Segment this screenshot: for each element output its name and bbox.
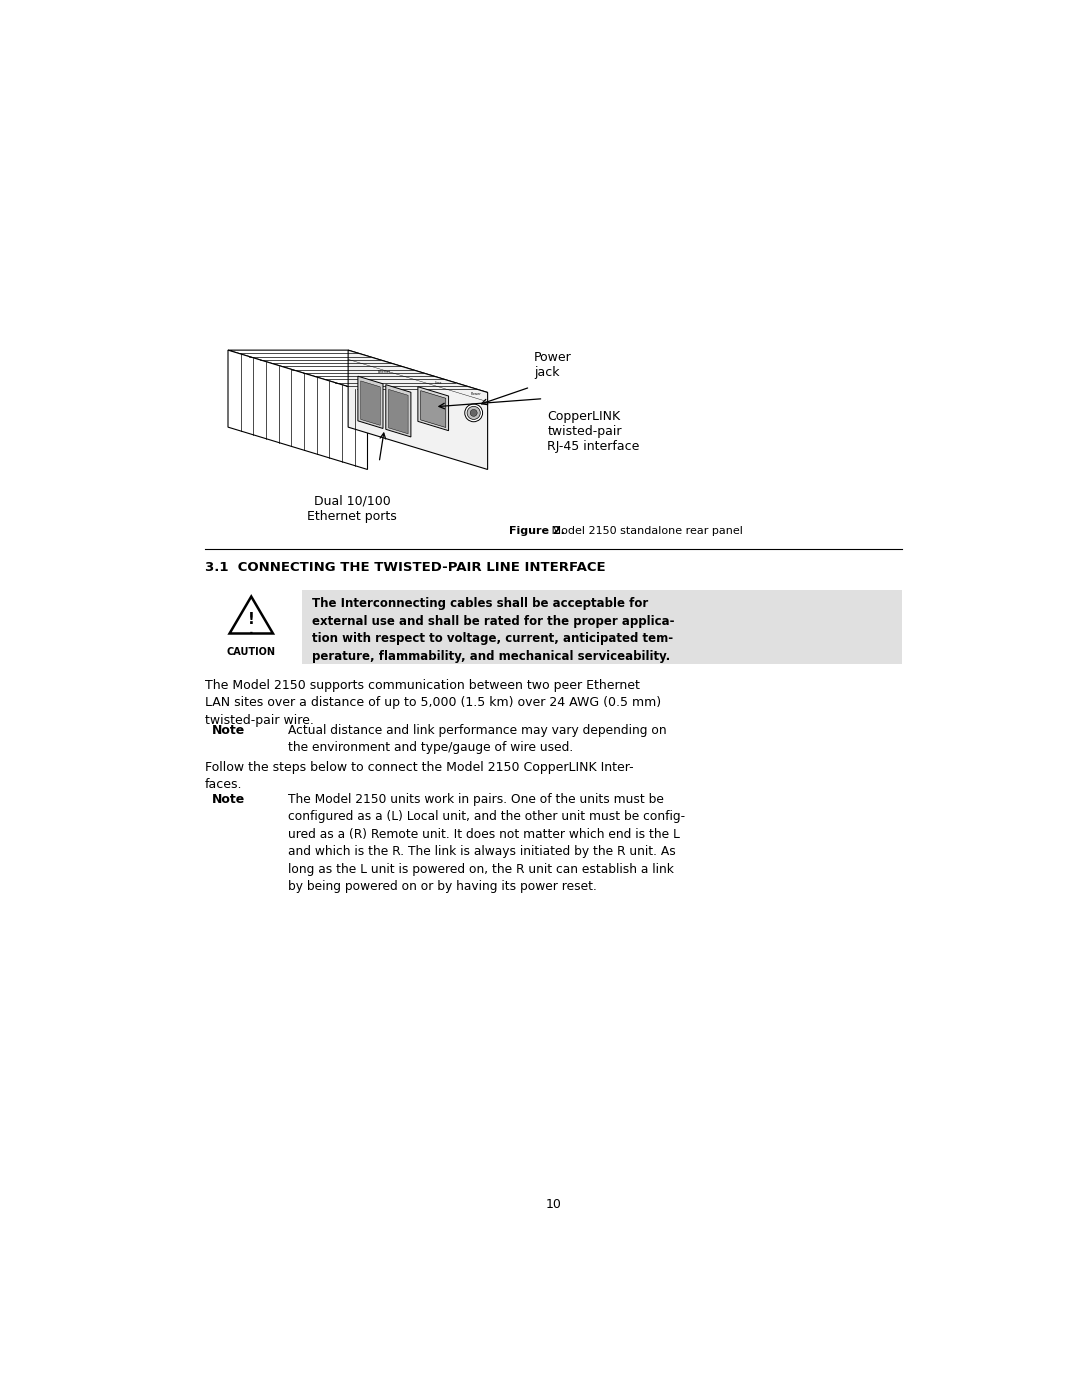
Text: CopperLINK
twisted-pair
RJ-45 interface: CopperLINK twisted-pair RJ-45 interface <box>548 411 639 453</box>
Text: !: ! <box>247 612 255 627</box>
Text: Power
jack: Power jack <box>535 352 572 380</box>
Text: Ethernet: Ethernet <box>378 370 391 373</box>
Text: Figure 2.: Figure 2. <box>510 525 565 535</box>
Polygon shape <box>389 390 408 434</box>
Text: Actual distance and link performance may vary depending on
the environment and t: Actual distance and link performance may… <box>288 724 667 754</box>
Text: CAUTION: CAUTION <box>227 647 275 657</box>
Polygon shape <box>361 381 380 425</box>
Polygon shape <box>357 376 383 429</box>
Circle shape <box>464 404 483 422</box>
Text: Follow the steps below to connect the Model 2150 CopperLINK Inter-
faces.: Follow the steps below to connect the Mo… <box>205 760 633 791</box>
Text: The Model 2150 supports communication between two peer Ethernet
LAN sites over a: The Model 2150 supports communication be… <box>205 679 661 726</box>
Text: The Model 2150 units work in pairs. One of the units must be
configured as a (L): The Model 2150 units work in pairs. One … <box>288 793 686 893</box>
Text: Line: Line <box>435 381 443 386</box>
Text: 3.1  CONNECTING THE TWISTED-PAIR LINE INTERFACE: 3.1 CONNECTING THE TWISTED-PAIR LINE INT… <box>205 562 606 574</box>
Polygon shape <box>421 391 446 427</box>
Circle shape <box>470 409 477 416</box>
Text: The Interconnecting cables shall be acceptable for
external use and shall be rat: The Interconnecting cables shall be acce… <box>312 598 674 662</box>
Polygon shape <box>230 597 273 633</box>
Text: 10: 10 <box>545 1199 562 1211</box>
Circle shape <box>467 407 481 419</box>
Polygon shape <box>228 351 488 393</box>
Text: Note: Note <box>212 724 245 736</box>
Text: .: . <box>248 624 254 637</box>
Text: Power: Power <box>471 393 482 397</box>
Text: Model 2150 standalone rear panel: Model 2150 standalone rear panel <box>548 525 743 535</box>
Text: Dual 10/100
Ethernet ports: Dual 10/100 Ethernet ports <box>307 495 396 522</box>
Polygon shape <box>386 384 410 437</box>
Polygon shape <box>228 351 367 469</box>
Text: Note: Note <box>212 793 245 806</box>
Polygon shape <box>418 387 448 430</box>
Polygon shape <box>348 351 488 469</box>
FancyBboxPatch shape <box>301 591 902 665</box>
